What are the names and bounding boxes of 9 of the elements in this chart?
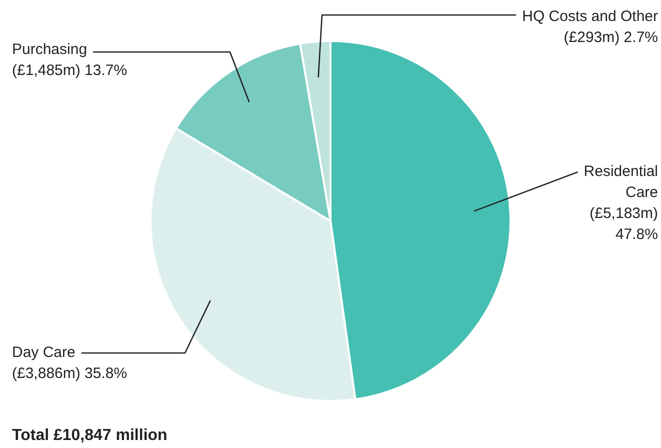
text: Total £10,847 million	[12, 427, 168, 445]
slice-label: Residential Care	[584, 163, 658, 202]
data-label: (£5,183m) 47.8%	[590, 205, 658, 244]
slice-label: Purchasing	[12, 41, 88, 58]
data-label: (£1,485m) 13.7%	[12, 62, 128, 80]
data-label: (£293m) 2.7%	[564, 29, 658, 46]
slice-label: HQ Costs and Other	[522, 8, 658, 26]
slice-label: Day Care	[12, 344, 76, 362]
data-label: (£3,886m) 35.8%	[12, 365, 128, 382]
